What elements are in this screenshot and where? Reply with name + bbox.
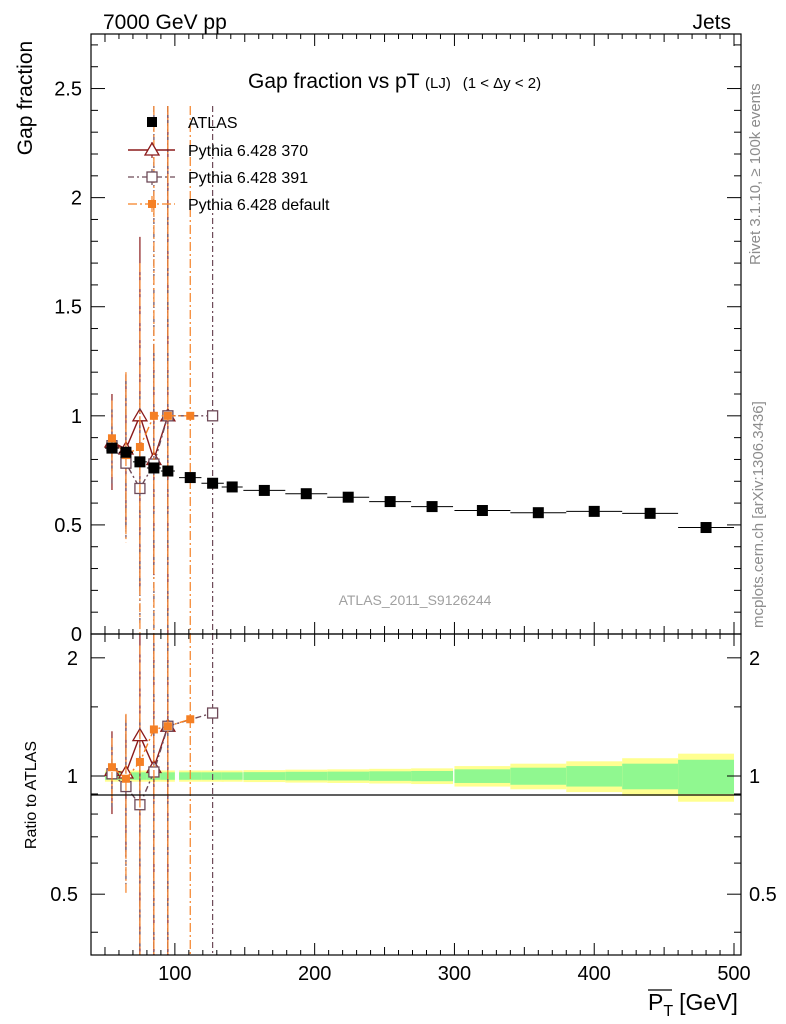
atlas-data-point [342, 491, 354, 503]
legend-label-atlas: ATLAS [188, 115, 238, 132]
atlas-data-point [148, 462, 160, 474]
ratio-pdefault-marker [107, 763, 116, 772]
y-axis-title: Gap fraction [14, 41, 37, 155]
band-inner-bin [454, 769, 511, 783]
x-axis-title-main: P [648, 989, 663, 1015]
x-tick-label: 500 [717, 963, 750, 985]
atlas-data-point [476, 505, 488, 517]
main-pdefault-marker [107, 434, 116, 443]
title-sub: (LJ) [425, 75, 451, 92]
x-tick-label: 200 [298, 963, 331, 985]
x-axis-title: PT [GeV] [648, 989, 738, 1020]
y-tick-label: 0.5 [54, 515, 82, 537]
main-pdefault-marker [186, 411, 195, 420]
main-pdefault-marker [149, 411, 158, 420]
title-cut: (1 < Δy < 2) [463, 75, 541, 92]
y-tick-label: 1 [71, 406, 82, 428]
legend-label-391: Pythia 6.428 391 [188, 170, 308, 187]
band-inner-bin [327, 771, 370, 781]
atlas-data-point [258, 484, 270, 496]
legend-marker-atlas [147, 117, 157, 127]
atlas-data-point [700, 522, 712, 534]
legend: ATLAS Pythia 6.428 370 Pythia 6.428 391 … [128, 115, 330, 214]
band-inner-bin [622, 763, 679, 790]
main-pdefault-marker [163, 411, 172, 420]
ratio-y-tick-label-right: 0.5 [749, 884, 777, 906]
mcplots-note: mcplots.cern.ch [arXiv:1306.3436] [750, 401, 767, 628]
ratio-pdefault-marker [149, 725, 158, 734]
ratio-pdefault-marker [163, 722, 172, 731]
rivet-note: Rivet 3.1.10, ≥ 100k events [747, 83, 764, 265]
ratio-p391-marker [206, 707, 219, 719]
ratio-y-tick-label-left: 0.5 [50, 884, 78, 906]
y-tick-label: 1.5 [54, 297, 82, 319]
atlas-data-point [207, 477, 219, 489]
x-tick-label: 400 [578, 963, 611, 985]
title-main: Gap fraction vs pT [248, 70, 420, 93]
y-tick-label: 0 [71, 624, 82, 646]
ratio-pdefault-marker [135, 757, 144, 766]
atlas-data-point [120, 446, 132, 458]
y-tick-label: 2.5 [54, 79, 82, 101]
atlas-data-point [106, 442, 118, 454]
legend-label-370: Pythia 6.428 370 [188, 143, 308, 160]
atlas-data-point [134, 456, 146, 468]
atlas-data-point [588, 505, 600, 517]
x-tick-label: 100 [158, 963, 191, 985]
band-inner-bin [243, 772, 286, 780]
header-collision: 7000 GeV pp [103, 11, 227, 34]
legend-label-default: Pythia 6.428 default [188, 197, 330, 214]
atlas-data-point [384, 496, 396, 508]
ratio-y-tick-label-right: 2 [749, 648, 760, 670]
atlas-data-point [184, 472, 196, 484]
ratio-y-axis-title: Ratio to ATLAS [23, 741, 40, 849]
main-p391-marker [206, 410, 219, 422]
band-inner-bin [566, 766, 623, 787]
atlas-data-point [644, 507, 656, 519]
svg-text:Gap fraction vs pT (LJ): Gap fraction vs pT (LJ) (1 < Δy < 2) [248, 70, 541, 93]
ratio-pdefault-marker [121, 774, 130, 783]
x-axis-title-sub: T [663, 1003, 673, 1020]
band-inner-bin [678, 759, 735, 794]
ratio-pdefault-marker [186, 715, 195, 724]
axis-ticks: 100 200 300 400 500 0 0.5 1 1.5 2 2.5 0.5 0.5 1 1 2 2 [50, 34, 777, 985]
band-inner-bin [285, 771, 328, 781]
legend-marker-default [148, 200, 156, 208]
header-process: Jets [692, 11, 731, 34]
data-points [103, 106, 735, 955]
ratio-y-tick-label-left: 2 [67, 648, 78, 670]
band-inner-bin [510, 767, 567, 785]
main-pdefault-marker [135, 443, 144, 452]
x-axis-title-unit: [GeV] [679, 989, 738, 1015]
atlas-data-point [226, 481, 238, 493]
atlas-data-point [300, 488, 312, 500]
atlas-data-point [532, 507, 544, 519]
atlas-data-point [162, 465, 174, 477]
legend-marker-370 [143, 141, 161, 156]
svg-text:PT[GeV]: PT [GeV] [648, 989, 738, 1020]
band-inner-bin [411, 770, 454, 782]
atlas-data-point [426, 501, 438, 513]
band-inner-bin [369, 771, 412, 781]
analysis-label: ATLAS_2011_S9126244 [339, 592, 492, 608]
plot-title: Gap fraction vs pT (LJ) (1 < Δy < 2) [248, 70, 541, 93]
y-tick-label: 2 [71, 188, 82, 210]
ratio-y-tick-label-right: 1 [749, 766, 760, 788]
atlas-uncertainty-band [104, 753, 735, 802]
band-inner-bin [221, 772, 243, 780]
legend-marker-391 [146, 171, 158, 183]
ratio-y-tick-label-left: 1 [67, 766, 78, 788]
x-tick-label: 300 [438, 963, 471, 985]
